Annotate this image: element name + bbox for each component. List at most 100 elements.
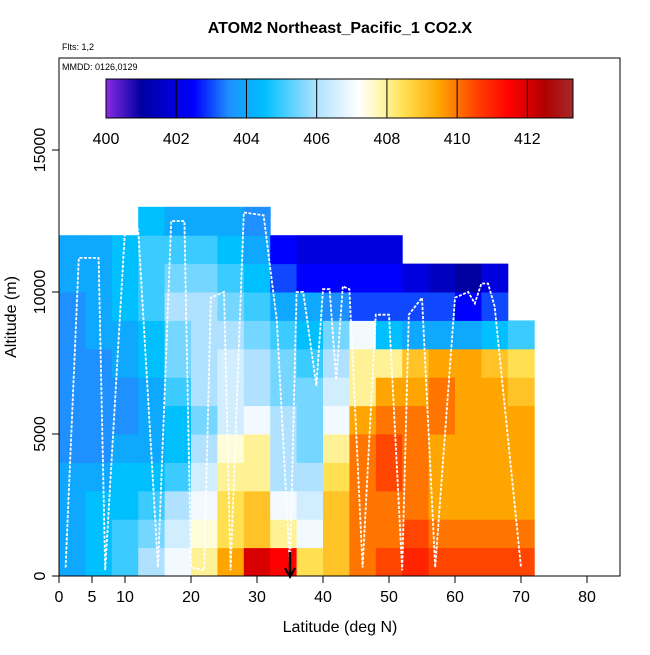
heat-cell [455, 292, 482, 321]
heat-cell [296, 292, 324, 321]
heat-cell [217, 405, 245, 435]
heat-cell [270, 348, 298, 378]
heat-cell [217, 348, 245, 378]
heat-cell [243, 462, 271, 492]
colorbar-tick-label: 400 [93, 131, 120, 148]
heat-cell [507, 434, 535, 463]
heat-cell [481, 405, 509, 435]
heat-cell [164, 405, 192, 435]
heat-cell [164, 434, 192, 463]
heat-cell [217, 235, 245, 265]
heat-cell [85, 462, 113, 492]
heat-cell [428, 263, 456, 293]
heat-cell [296, 377, 324, 407]
heat-cell [402, 434, 430, 463]
heat-cell [455, 320, 482, 350]
heat-cell [349, 462, 377, 492]
heat-cell [164, 462, 192, 492]
heat-cell [349, 263, 377, 293]
plot-frame [58, 57, 621, 577]
heat-cell [217, 377, 245, 407]
heat-cell [375, 462, 403, 492]
heat-cell [455, 519, 482, 549]
x-tick-label: 10 [116, 589, 134, 606]
subtitle: MMDD: 0126,0129 [62, 62, 138, 72]
heat-cell [375, 434, 403, 463]
heat-cell [270, 263, 298, 293]
heat-cell [507, 519, 535, 549]
heat-cell [507, 405, 535, 435]
heat-cell [402, 547, 430, 577]
y-tick-label: 0 [32, 571, 49, 580]
heat-cell [270, 490, 298, 520]
heat-cell [481, 434, 509, 463]
heat-cell [375, 292, 403, 321]
x-tick-label: 40 [314, 589, 332, 606]
colorbar-tick-label: 408 [374, 131, 401, 148]
heat-cell [111, 405, 139, 435]
heat-cell [455, 405, 482, 435]
heat-cell [191, 235, 218, 265]
heat-cell [323, 519, 350, 549]
heat-cell [402, 263, 430, 293]
heat-cell [481, 462, 509, 492]
heat-cell [349, 235, 377, 265]
heat-cell [111, 292, 139, 321]
heat-cell [296, 235, 324, 265]
heat-cell [243, 292, 271, 321]
heat-cell [349, 348, 377, 378]
heat-cell [164, 547, 192, 577]
heat-cell [85, 434, 113, 463]
x-tick-label: 80 [578, 589, 596, 606]
y-tick-label: 5000 [32, 416, 49, 452]
heat-cell [59, 263, 86, 293]
heat-cell [191, 206, 218, 236]
heat-cell [375, 377, 403, 407]
heat-cell [243, 405, 271, 435]
heat-cell [243, 490, 271, 520]
heat-cell [481, 348, 509, 378]
heat-cell [85, 348, 113, 378]
colorbar-tick-label: 404 [233, 131, 260, 148]
heat-cell [507, 320, 535, 350]
heat-cell [243, 263, 271, 293]
heat-cell [191, 348, 218, 378]
heat-cell [455, 462, 482, 492]
heat-cell [323, 490, 350, 520]
heat-cell [243, 348, 271, 378]
heat-cell [85, 405, 113, 435]
heat-cell [428, 348, 456, 378]
y-tick-label: 10000 [32, 270, 49, 315]
heat-cell [217, 462, 245, 492]
heat-cell [270, 235, 298, 265]
heat-cell [296, 348, 324, 378]
heat-cell [323, 292, 350, 321]
heat-cell [375, 235, 403, 265]
heat-cell [296, 490, 324, 520]
heat-cell [59, 235, 86, 265]
heat-cell [455, 263, 482, 293]
heat-cell [217, 263, 245, 293]
heat-cell [375, 547, 403, 577]
heat-cell [455, 490, 482, 520]
heat-cell [191, 263, 218, 293]
heat-cell [138, 320, 166, 350]
heat-cell [323, 462, 350, 492]
heat-cell [481, 519, 509, 549]
heat-cell [349, 320, 377, 350]
heat-cell [59, 490, 86, 520]
heat-cell [111, 263, 139, 293]
heat-cell [270, 377, 298, 407]
heat-cell [85, 547, 113, 577]
x-tick-label: 50 [380, 589, 398, 606]
heat-cell [428, 434, 456, 463]
heat-cell [481, 377, 509, 407]
heat-cell [349, 292, 377, 321]
heat-cell [375, 263, 403, 293]
heat-cell [111, 320, 139, 350]
heat-cell [59, 434, 86, 463]
heat-cell [428, 547, 456, 577]
heat-cell [243, 235, 271, 265]
heat-cell [138, 377, 166, 407]
